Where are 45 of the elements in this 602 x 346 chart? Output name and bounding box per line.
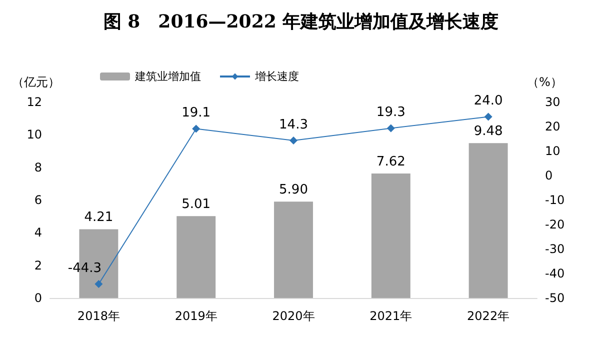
- data-label: 5.90: [279, 182, 308, 198]
- x-tick-label: 2022年: [467, 309, 510, 323]
- point: [192, 124, 200, 133]
- y2-tick-label: 30: [545, 95, 560, 109]
- bar: [371, 174, 410, 298]
- data-label: 24.0: [474, 94, 503, 109]
- chart-title: 图 8 2016—2022 年建筑业增加值及增长速度: [103, 12, 499, 32]
- y-tick-label: 0: [34, 291, 42, 305]
- y2-tick-label: 20: [545, 120, 560, 134]
- point: [94, 280, 103, 288]
- y-tick-label: 10: [26, 128, 42, 142]
- y2-tick-label: -40: [545, 266, 565, 280]
- y-tick-label: 8: [34, 160, 42, 174]
- bar: [176, 216, 216, 298]
- point: [484, 112, 492, 121]
- legend-label: 增长速度: [254, 70, 299, 83]
- y2-tick-label: 0: [545, 168, 553, 182]
- data-label: -44.3: [68, 261, 102, 276]
- y2-tick-label: 10: [545, 144, 560, 158]
- data-label: 7.62: [376, 154, 406, 170]
- bar: [468, 143, 508, 298]
- data-label: 19.3: [376, 105, 406, 120]
- x-tick-label: 2021年: [370, 309, 412, 323]
- data-label: 19.1: [182, 106, 211, 121]
- x-tick-label: 2019年: [174, 309, 218, 323]
- y-tick-label: 12: [26, 95, 42, 109]
- y2-tick-label: -20: [545, 218, 565, 232]
- y-tick-label: 4: [34, 226, 42, 240]
- y-tick-label: 6: [34, 193, 42, 207]
- y2-tick-label: -50: [545, 291, 565, 305]
- legend-label: 建筑业增加值: [134, 70, 201, 83]
- point: [290, 136, 298, 144]
- data-label: 5.01: [182, 197, 211, 212]
- y2-tick-label: -10: [545, 193, 565, 207]
- data-label: 9.48: [474, 124, 503, 140]
- x-tick-label: 2018年: [77, 309, 120, 323]
- y2-tick-label: -30: [545, 242, 565, 256]
- y2-axis-title: （%）: [527, 75, 562, 89]
- data-label: 4.21: [84, 210, 114, 226]
- x-tick-label: 2020年: [272, 309, 315, 323]
- y-tick-label: 2: [34, 258, 42, 272]
- point: [386, 124, 395, 132]
- y-axis-title: （亿元）: [12, 75, 60, 89]
- data-label: 14.3: [279, 117, 308, 132]
- bar: [274, 202, 313, 298]
